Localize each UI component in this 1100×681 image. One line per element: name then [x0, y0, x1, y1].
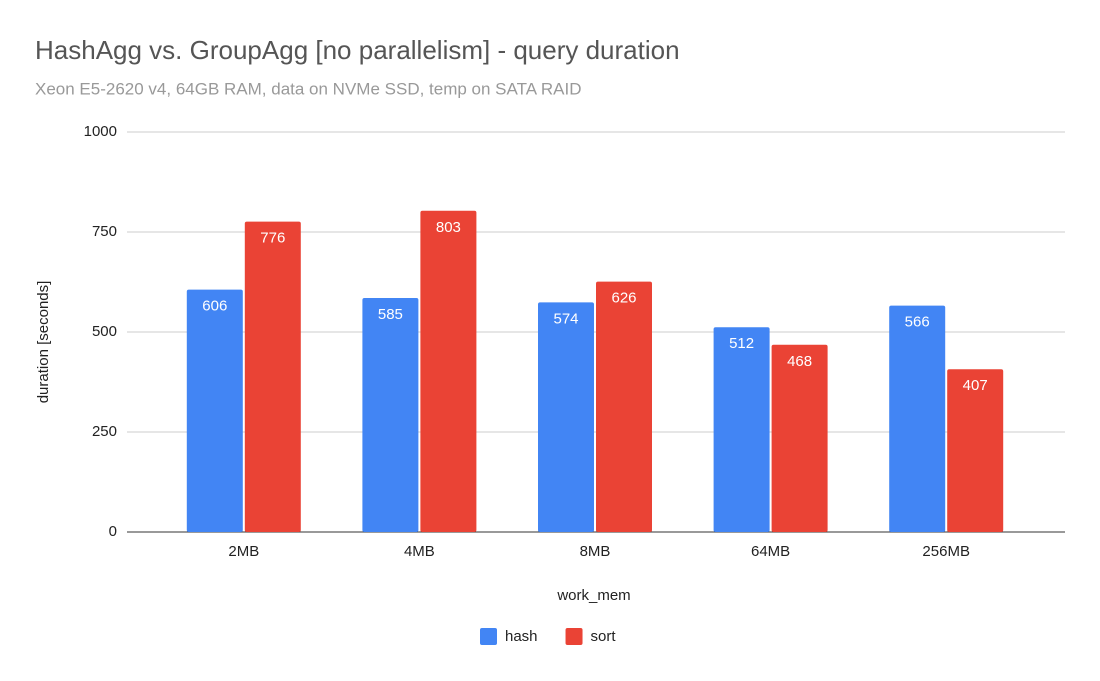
data-label: 606 — [202, 298, 227, 315]
chart-subtitle: Xeon E5-2620 v4, 64GB RAM, data on NVMe … — [35, 79, 581, 98]
data-label: 512 — [729, 335, 754, 352]
bar — [420, 210, 477, 533]
legend-swatch — [480, 628, 497, 645]
data-label: 574 — [553, 310, 578, 327]
bar — [186, 289, 243, 532]
data-label: 468 — [787, 353, 812, 370]
y-axis-label: duration [seconds] — [35, 281, 52, 404]
y-tick-label: 500 — [92, 323, 117, 340]
data-label: 566 — [905, 314, 930, 331]
bar — [889, 305, 946, 532]
data-label: 407 — [963, 377, 988, 394]
bar — [771, 344, 828, 532]
x-tick-label: 256MB — [922, 543, 970, 560]
bar — [244, 221, 301, 532]
y-tick-label: 750 — [92, 223, 117, 240]
y-tick-label: 1000 — [84, 123, 117, 140]
bar — [538, 302, 594, 532]
legend-label: hash — [505, 628, 538, 645]
y-tick-label: 0 — [109, 523, 117, 540]
data-label: 803 — [436, 219, 461, 236]
data-label: 776 — [260, 230, 285, 247]
bar — [713, 327, 770, 532]
chart-title: HashAgg vs. GroupAgg [no parallelism] - … — [35, 35, 680, 65]
x-tick-label: 64MB — [751, 543, 790, 560]
x-tick-label: 4MB — [404, 543, 435, 560]
legend-label: sort — [591, 628, 617, 645]
x-axis-label: work_mem — [556, 587, 630, 604]
y-tick-label: 250 — [92, 423, 117, 440]
x-tick-label: 8MB — [580, 543, 611, 560]
legend-swatch — [565, 628, 583, 645]
bar — [947, 369, 1004, 532]
x-tick-label: 2MB — [228, 543, 259, 560]
data-label: 626 — [611, 290, 636, 307]
data-label: 585 — [378, 306, 403, 323]
bar — [362, 298, 419, 532]
bar — [596, 281, 652, 532]
